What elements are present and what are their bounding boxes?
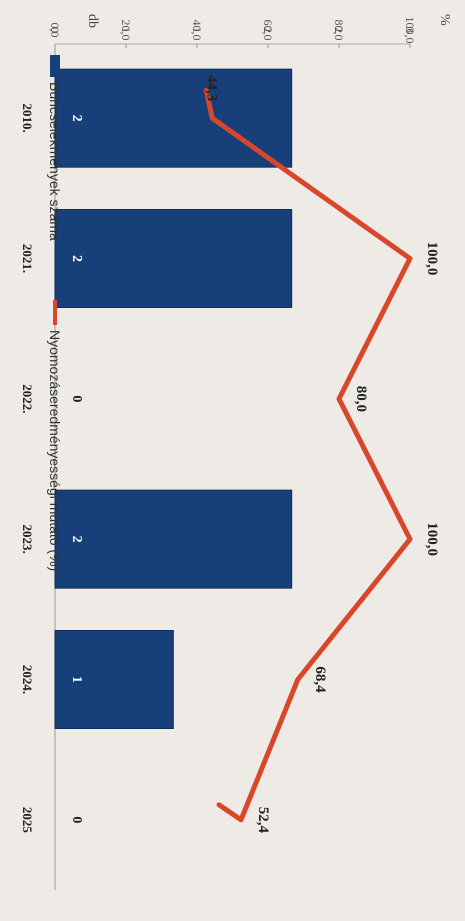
- category-label-2: 2022.: [20, 384, 35, 413]
- right-tick-label: 100,0: [403, 17, 417, 44]
- category-label-5: 2025: [20, 807, 35, 834]
- right-tick-label: 0,0: [48, 23, 62, 38]
- bar-1: [54, 209, 293, 308]
- left-tick-label: 2: [332, 27, 346, 33]
- left-tick-label: 3: [403, 27, 417, 33]
- right-tick-label: 20,0: [119, 20, 133, 41]
- left-tick-label: 0: [48, 27, 62, 33]
- line-series-path: [203, 87, 413, 823]
- category-label-3: 2023.: [20, 525, 35, 554]
- left-axis-unit: db: [85, 14, 100, 28]
- line-value-label-3: 100,0: [424, 522, 440, 556]
- bar-3: [54, 489, 293, 589]
- right-tick-label: 60,0: [261, 20, 275, 41]
- left-tick-label: 2: [261, 27, 275, 33]
- bar-value-label-0: 2: [69, 115, 84, 122]
- bar-value-label-4: 1: [69, 676, 84, 683]
- category-label-4: 2024.: [20, 665, 35, 694]
- left-tick-label: 1: [190, 27, 204, 33]
- bar-value-label-2: 0: [69, 395, 84, 402]
- bar-value-label-5: 0: [69, 816, 84, 823]
- category-label-0: 2010.: [20, 104, 35, 133]
- bar-value-label-1: 2: [69, 255, 84, 262]
- line-value-label-4: 68,4: [312, 666, 328, 693]
- right-axis-unit: %: [437, 14, 452, 26]
- line-value-label-0: 44,3: [203, 75, 219, 101]
- line-value-label-2: 80,0: [353, 386, 369, 412]
- right-tick-label: 80,0: [332, 20, 346, 41]
- bar-0: [54, 68, 293, 168]
- bar-4: [54, 630, 174, 729]
- category-label-1: 2021.: [20, 244, 35, 273]
- line-value-label-1: 100,0: [424, 242, 440, 276]
- right-tick-label: 40,0: [190, 20, 204, 41]
- left-tick-label: 1: [119, 27, 133, 33]
- bar-value-label-3: 2: [69, 536, 84, 543]
- legend-swatch-bars: [50, 55, 60, 77]
- legend-label-bars: Bűncselekmények száma: [47, 82, 63, 241]
- legend-label-line: Nyomozáseredményességi mutató (%): [47, 330, 63, 571]
- line-value-label-5: 52,4: [255, 807, 271, 834]
